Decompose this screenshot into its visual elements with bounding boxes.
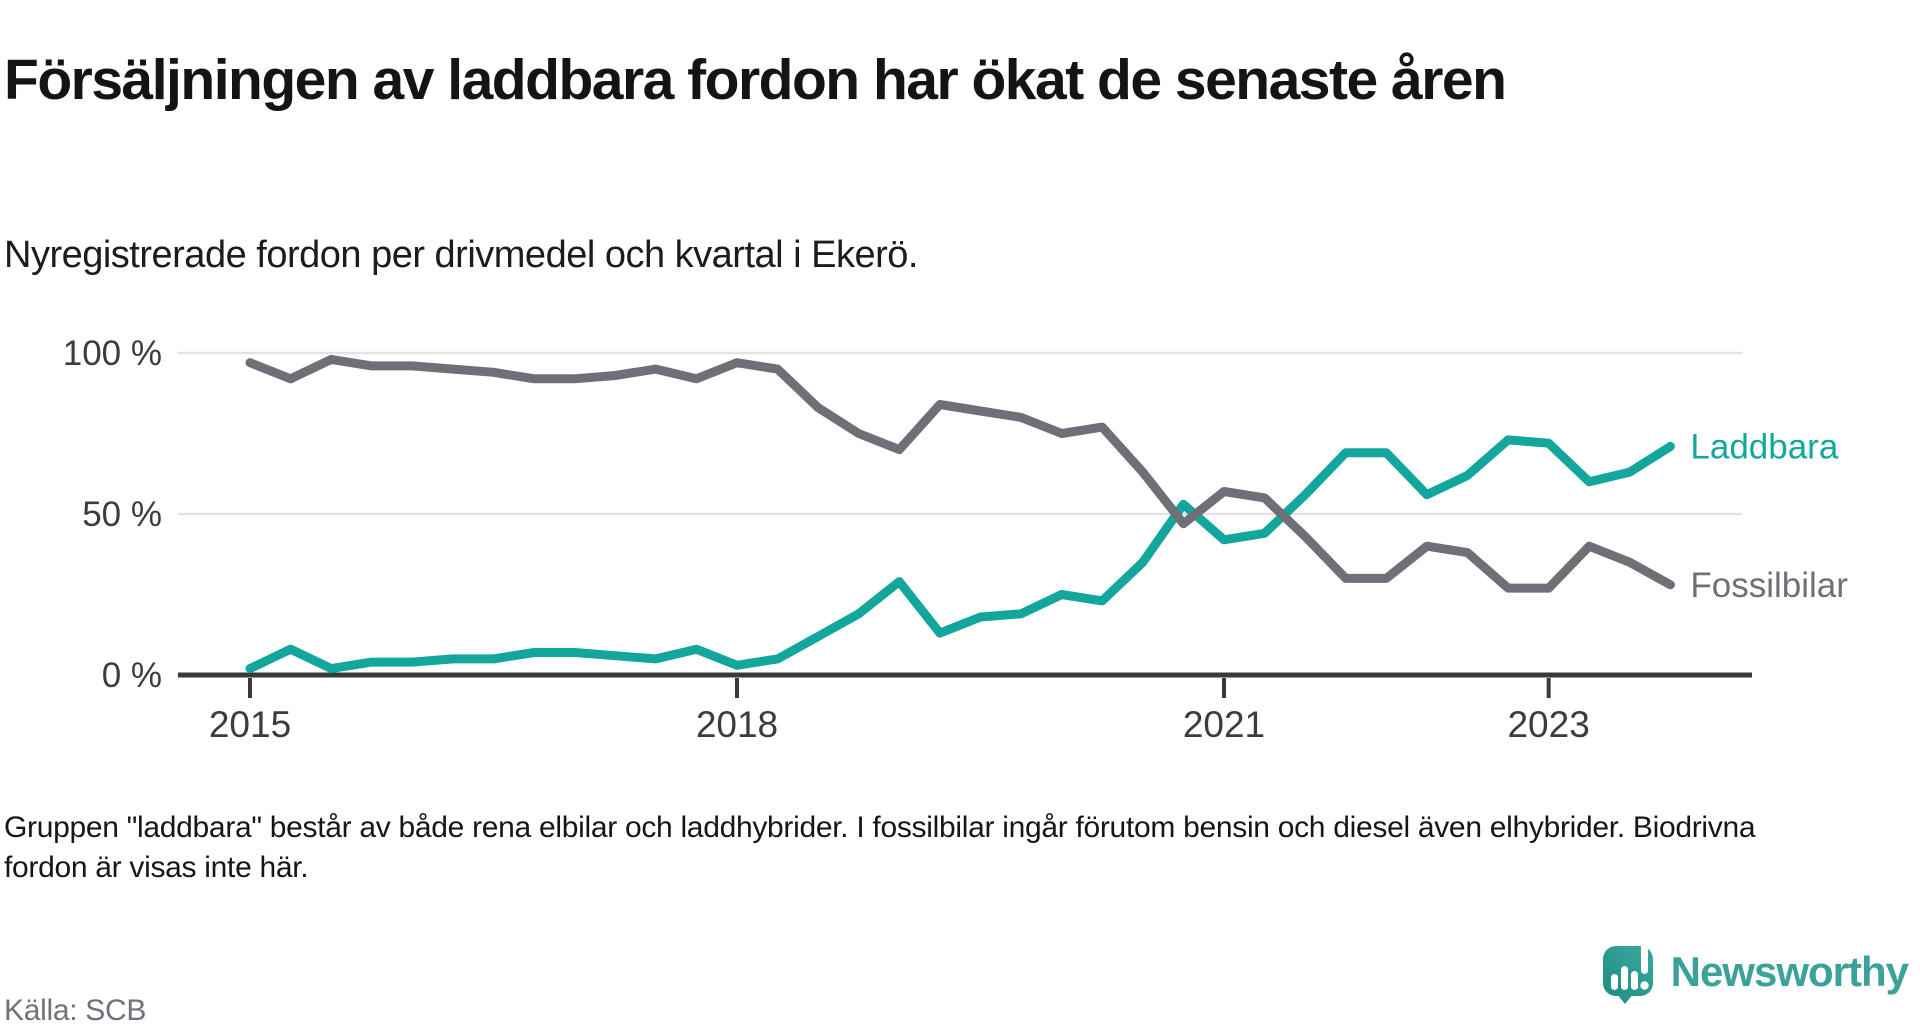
series-line-fossilbilar <box>245 354 1675 593</box>
page-title: Försäljningen av laddbara fordon har öka… <box>4 48 1507 113</box>
series-label-laddbara: Laddbara <box>1690 427 1838 466</box>
x-tick-label-2021: 2021 <box>1183 704 1265 745</box>
newsworthy-logo-icon <box>1601 940 1657 1004</box>
source-label: Källa: SCB <box>4 994 147 1027</box>
series-line-laddbara <box>245 435 1675 674</box>
chart-footnote: Gruppen "laddbara" består av både rena e… <box>4 811 1756 884</box>
x-tick-label-2023: 2023 <box>1507 704 1589 745</box>
line-chart: 100 % 50 % 0 % 2015 2018 2021 2023 Laddbara Foss… <box>0 330 1920 770</box>
y-tick-label-0: 0 % <box>102 656 162 695</box>
y-tick-label-100: 100 % <box>63 334 162 373</box>
y-tick-label-50: 50 % <box>82 495 162 534</box>
x-tick-label-2018: 2018 <box>696 704 778 745</box>
series-label-fossilbilar: Fossilbilar <box>1690 566 1848 605</box>
newsworthy-wordmark: Newsworthy <box>1670 948 1909 995</box>
newsworthy-brand: Newsworthy <box>1601 940 1909 1004</box>
chart-canvas: 100 % 50 % 0 % 2015 2018 2021 2023 Laddbara Foss… <box>63 334 1849 745</box>
chart-subtitle: Nyregistrerade fordon per drivmedel och … <box>4 234 918 276</box>
x-tick-label-2015: 2015 <box>209 704 291 745</box>
